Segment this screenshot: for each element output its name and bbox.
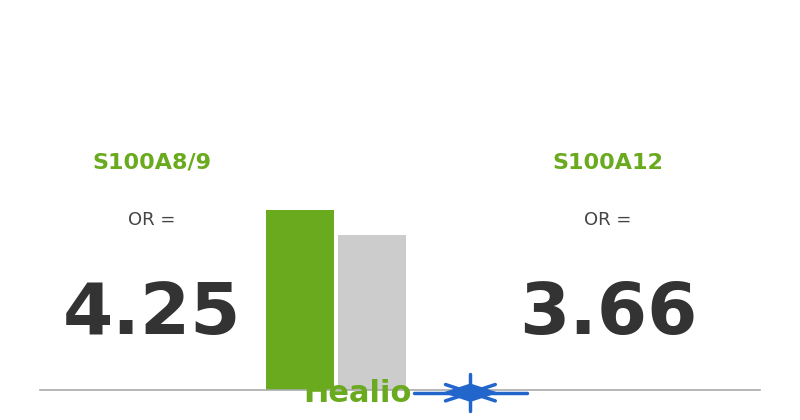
Text: Healio: Healio	[303, 379, 412, 408]
Text: 4.25: 4.25	[63, 280, 241, 349]
Text: Odds of JIA-ACR inactive disease after abatacept: Odds of JIA-ACR inactive disease after a…	[114, 31, 686, 51]
Bar	[338, 235, 406, 390]
Text: OR =: OR =	[584, 211, 632, 229]
Bar	[266, 210, 334, 390]
Text: with low baseline S100 protein levels vs. high:: with low baseline S100 protein levels vs…	[126, 82, 674, 102]
Text: S100A12: S100A12	[553, 153, 663, 173]
Text: OR =: OR =	[128, 211, 176, 229]
Text: S100A8/9: S100A8/9	[93, 153, 211, 173]
Text: 3.66: 3.66	[519, 280, 697, 349]
Polygon shape	[442, 383, 498, 402]
